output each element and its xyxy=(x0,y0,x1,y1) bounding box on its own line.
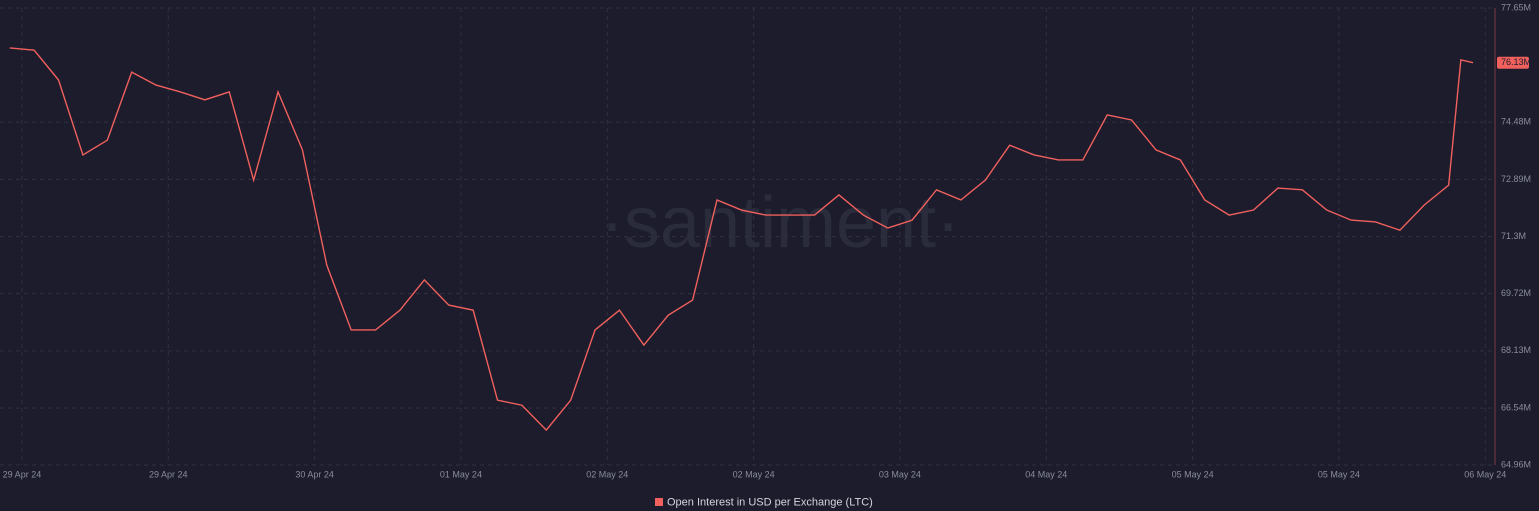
y-tick-label: 68.13M xyxy=(1501,345,1531,355)
y-tick-label: 72.89M xyxy=(1501,174,1531,184)
watermark: ·santiment· xyxy=(600,183,960,263)
x-tick-label: 29 Apr 24 xyxy=(3,469,42,479)
y-tick-label: 74.48M xyxy=(1501,117,1531,127)
y-tick-label: 64.96M xyxy=(1501,459,1531,469)
line xyxy=(9,47,1474,432)
x-tick-label: 30 Apr 24 xyxy=(295,469,334,479)
y-tick-label: 66.54M xyxy=(1501,402,1531,412)
x-tick-label: 02 May 24 xyxy=(733,469,775,479)
x-tick-label: 01 May 24 xyxy=(440,469,482,479)
x-tick-label: 29 Apr 24 xyxy=(149,469,188,479)
x-tick-label: 02 May 24 xyxy=(586,469,628,479)
legend-swatch xyxy=(655,498,663,506)
x-tick-label: 04 May 24 xyxy=(1025,469,1067,479)
x-tick-label: 03 May 24 xyxy=(879,469,921,479)
current-value-label: 76.13M xyxy=(1501,57,1531,67)
y-tick-label: 71.3M xyxy=(1501,231,1526,241)
y-tick-label: 77.65M xyxy=(1501,2,1531,12)
x-tick-label: 05 May 24 xyxy=(1172,469,1214,479)
current-value-badge xyxy=(1497,56,1529,69)
x-tick-label: 06 May 24 xyxy=(1464,469,1506,479)
y-tick-label: 69.72M xyxy=(1501,288,1531,298)
x-tick-label: 05 May 24 xyxy=(1318,469,1360,479)
legend-label: Open Interest in USD per Exchange (LTC) xyxy=(667,496,873,508)
